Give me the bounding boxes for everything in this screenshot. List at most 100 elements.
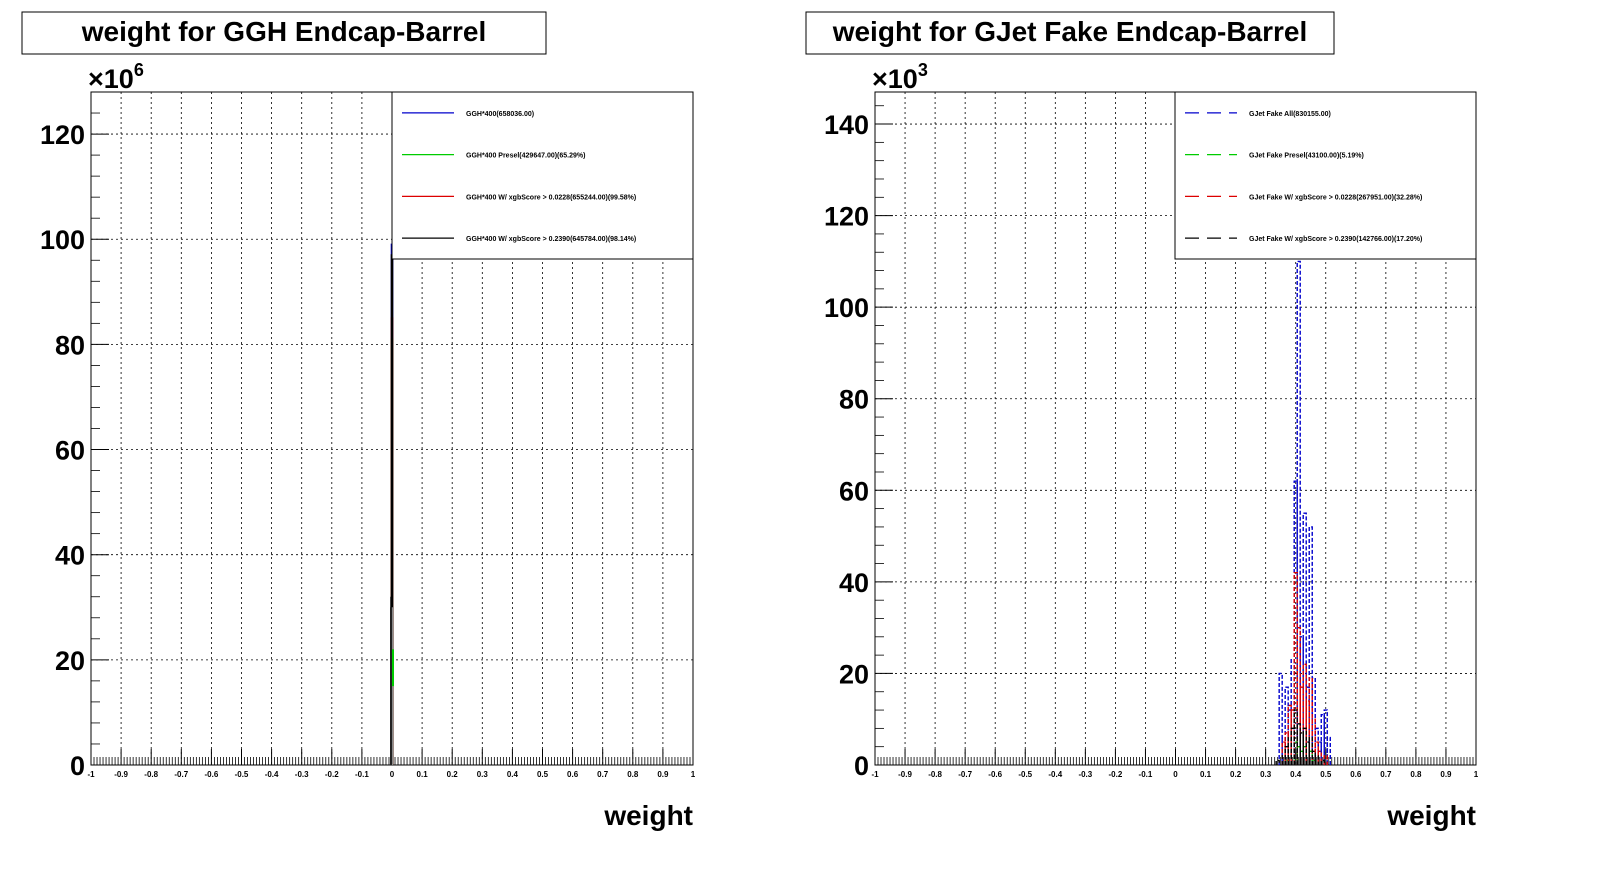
x-tick-label: -0.7 bbox=[958, 770, 972, 779]
x-tick-label: -0.3 bbox=[295, 770, 309, 779]
x-tick-label: 0.4 bbox=[1290, 770, 1302, 779]
y-tick-label: 0 bbox=[854, 751, 869, 781]
x-tick-label: 0.2 bbox=[1230, 770, 1242, 779]
legend-entry: GGH*400(658036.00) bbox=[466, 111, 534, 118]
histogram-bin bbox=[1296, 260, 1301, 765]
x-tick-label: 0.5 bbox=[1320, 770, 1332, 779]
x-tick-label: -0.2 bbox=[1109, 770, 1123, 779]
histogram-bin bbox=[1302, 512, 1307, 765]
legend-entry: GJet Fake W/ xgbScore > 0.2390(142766.00… bbox=[1249, 236, 1422, 243]
legend-box bbox=[391, 91, 694, 260]
histogram-bin bbox=[1293, 741, 1298, 765]
legend-entry: GJet Fake Presel(43100.00)(5.19%) bbox=[1249, 153, 1364, 160]
chart-panel-gjet: weight for GJet Fake Endcap-Barrel -1 -0.9… bbox=[805, 11, 1479, 831]
x-tick-label: -0.6 bbox=[205, 770, 219, 779]
y-tick-label: 40 bbox=[839, 568, 869, 598]
x-tick-label: 1 bbox=[1474, 770, 1479, 779]
y-tick-label: 120 bbox=[824, 202, 869, 232]
histogram-bin bbox=[1284, 686, 1289, 765]
x-tick-label: 0.1 bbox=[417, 770, 429, 779]
x-tick-label: 0 bbox=[390, 770, 395, 779]
x-tick-label: 0.7 bbox=[1380, 770, 1392, 779]
x-tick-label: -0.8 bbox=[144, 770, 158, 779]
histogram-bin bbox=[1320, 759, 1325, 765]
legend-entry: GGH*400 W/ xgbScore > 0.0228(655244.00)(… bbox=[466, 194, 636, 201]
x-tick-label: 0.7 bbox=[597, 770, 609, 779]
y-multiplier: ×103 bbox=[872, 60, 928, 94]
y-tick-label: 120 bbox=[40, 120, 85, 150]
y-tick-label: 140 bbox=[824, 110, 869, 140]
y-tick-label: 0 bbox=[70, 751, 85, 781]
y-tick-label: 60 bbox=[55, 436, 85, 466]
x-tick-label: 0.9 bbox=[657, 770, 669, 779]
histogram-bin bbox=[1308, 526, 1313, 765]
y-tick-label: 60 bbox=[839, 476, 869, 506]
histogram-series bbox=[1275, 709, 1325, 765]
y-tick-label: 20 bbox=[839, 659, 869, 689]
title-box bbox=[805, 11, 1335, 55]
y-multiplier-base: ×10 bbox=[872, 64, 918, 94]
y-tick-label: 20 bbox=[55, 646, 85, 676]
y-multiplier: ×106 bbox=[88, 60, 144, 94]
histogram-bin bbox=[1299, 686, 1304, 765]
chart-title: weight for GJet Fake Endcap-Barrel bbox=[832, 16, 1308, 47]
histogram-bin bbox=[1299, 732, 1304, 765]
histogram-bin bbox=[1326, 736, 1331, 765]
x-tick-label: 0 bbox=[1173, 770, 1178, 779]
legend-entry: GGH*400 W/ xgbScore > 0.2390(645784.00)(… bbox=[466, 236, 636, 243]
histogram-bin bbox=[1296, 723, 1301, 765]
histogram-bin bbox=[1302, 663, 1307, 765]
x-tick-label: -0.1 bbox=[355, 770, 369, 779]
title-box bbox=[21, 11, 547, 55]
y-multiplier-base: ×10 bbox=[88, 64, 134, 94]
x-tick-label: -0.8 bbox=[928, 770, 942, 779]
histogram-bin bbox=[1311, 750, 1316, 765]
legend-entry: GGH*400 Presel(429647.00)(65.29%) bbox=[466, 153, 585, 160]
x-tick-label: 0.2 bbox=[447, 770, 459, 779]
x-tick-label: -1 bbox=[87, 770, 95, 779]
legend-entry: GJet Fake All(830155.00) bbox=[1249, 111, 1331, 118]
y-tick-label: 80 bbox=[839, 385, 869, 415]
x-tick-label: -0.6 bbox=[988, 770, 1002, 779]
histogram-bin bbox=[1305, 741, 1310, 765]
x-tick-label: -0.9 bbox=[898, 770, 912, 779]
x-tick-label: 0.4 bbox=[507, 770, 519, 779]
x-axis-label: weight bbox=[603, 800, 693, 831]
x-tick-label: 0.6 bbox=[567, 770, 579, 779]
x-tick-label: 0.1 bbox=[1200, 770, 1212, 779]
y-multiplier-exponent: 3 bbox=[918, 60, 928, 80]
x-tick-label: -0.3 bbox=[1078, 770, 1092, 779]
histogram-bin bbox=[1278, 672, 1283, 765]
chart-panel-ggh: weight for GGH Endcap-Barrel -1 -0.9 -0.8 -0… bbox=[21, 11, 696, 831]
y-tick-label: 100 bbox=[824, 293, 869, 323]
x-tick-label: -0.5 bbox=[1018, 770, 1032, 779]
x-tick-label: -0.4 bbox=[265, 770, 279, 779]
x-tick-label: -0.7 bbox=[174, 770, 188, 779]
y-tick-label: 100 bbox=[40, 225, 85, 255]
x-tick-label: 0.5 bbox=[537, 770, 549, 779]
histogram-bin bbox=[1299, 636, 1304, 765]
x-tick-label: -0.4 bbox=[1048, 770, 1062, 779]
histogram-bin bbox=[1296, 626, 1301, 765]
legend-box bbox=[1174, 91, 1477, 260]
histogram-bin bbox=[1284, 732, 1289, 765]
x-tick-label: 1 bbox=[691, 770, 696, 779]
x-tick-label: -0.1 bbox=[1139, 770, 1153, 779]
y-multiplier-exponent: 6 bbox=[134, 60, 144, 80]
x-tick-label: -0.2 bbox=[325, 770, 339, 779]
histogram-bin bbox=[1275, 759, 1280, 765]
x-tick-label: -0.5 bbox=[235, 770, 249, 779]
histogram-bin bbox=[1287, 704, 1292, 765]
x-tick-label: -1 bbox=[871, 770, 879, 779]
x-tick-label: -0.9 bbox=[114, 770, 128, 779]
chart-title: weight for GGH Endcap-Barrel bbox=[81, 16, 487, 47]
histogram-bin bbox=[1281, 741, 1286, 765]
y-tick-label: 40 bbox=[55, 541, 85, 571]
legend-entry: GJet Fake W/ xgbScore > 0.0228(267951.00… bbox=[1249, 194, 1422, 201]
x-tick-label: 0.3 bbox=[477, 770, 489, 779]
x-tick-label: 0.8 bbox=[627, 770, 639, 779]
x-tick-label: 0.3 bbox=[1260, 770, 1272, 779]
x-tick-label: 0.8 bbox=[1410, 770, 1422, 779]
x-axis-label: weight bbox=[1386, 800, 1476, 831]
